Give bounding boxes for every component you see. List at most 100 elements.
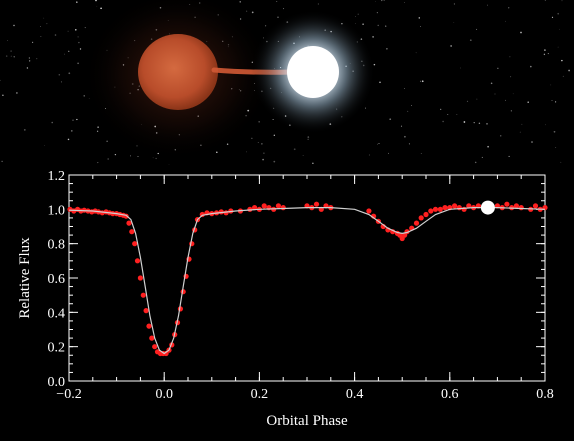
observation-point	[132, 241, 138, 247]
background-star	[273, 134, 275, 136]
background-star	[530, 65, 532, 68]
observation-point	[152, 344, 158, 350]
background-star	[469, 39, 472, 42]
background-star	[365, 107, 367, 109]
observation-point	[275, 203, 281, 209]
background-star	[559, 28, 560, 30]
background-star	[46, 23, 48, 25]
background-star	[420, 26, 421, 27]
background-star	[77, 36, 79, 38]
background-star	[13, 56, 15, 58]
observation-point	[442, 205, 448, 211]
background-star	[453, 22, 455, 23]
background-star	[357, 13, 359, 15]
background-star	[72, 119, 74, 122]
background-star	[362, 23, 364, 26]
x-tick-label: 0.8	[536, 387, 554, 402]
background-star	[500, 135, 502, 137]
model-curve	[68, 207, 546, 355]
background-star	[43, 145, 45, 146]
background-star	[385, 25, 387, 27]
background-star	[10, 55, 12, 57]
x-tick-label: 0.6	[441, 387, 459, 402]
background-star	[497, 67, 499, 69]
background-star	[487, 4, 489, 6]
background-star	[251, 137, 253, 139]
background-star	[544, 0, 546, 1]
background-star	[96, 130, 99, 132]
background-star	[568, 69, 570, 72]
background-star	[440, 108, 442, 110]
background-star	[68, 50, 70, 52]
background-star	[67, 30, 69, 32]
background-star	[76, 118, 78, 121]
background-star	[415, 52, 417, 54]
background-star	[378, 143, 380, 144]
background-star	[152, 157, 154, 159]
observation-point	[146, 323, 152, 329]
background-star	[258, 121, 260, 123]
background-star	[450, 45, 452, 47]
background-star	[418, 17, 421, 19]
observation-point	[532, 203, 539, 209]
background-star	[519, 131, 521, 133]
background-star	[97, 126, 99, 128]
background-star	[486, 123, 488, 125]
background-star	[312, 162, 314, 164]
y-tick-label: 0.6	[48, 272, 66, 287]
background-star	[481, 156, 483, 158]
background-star	[84, 27, 86, 29]
background-star	[36, 58, 38, 60]
background-star	[521, 123, 523, 125]
background-star	[58, 74, 61, 76]
background-star	[7, 40, 9, 41]
observation-point	[413, 220, 420, 226]
background-star	[16, 92, 18, 94]
background-star	[505, 20, 506, 22]
observation-point	[126, 220, 132, 226]
y-tick-label: 1.2	[48, 169, 66, 184]
background-star	[544, 49, 546, 51]
background-star	[404, 2, 405, 3]
background-star	[70, 130, 73, 132]
background-star	[561, 59, 563, 62]
observation-point	[252, 205, 258, 211]
background-star	[381, 0, 383, 2]
observation-point	[140, 292, 146, 298]
background-star	[355, 16, 356, 17]
background-star	[408, 143, 410, 145]
observation-point	[513, 203, 520, 209]
background-star	[545, 124, 546, 126]
background-star	[273, 160, 276, 163]
background-star	[1, 160, 3, 163]
background-star	[551, 16, 554, 18]
background-star	[557, 12, 559, 15]
background-star	[421, 80, 424, 83]
observation-point	[261, 203, 267, 209]
background-star	[307, 136, 310, 138]
light-curve-chart: −0.2 0.0 0.2 0.4 0.6 0.8 0.00.20.40.60.81.01.…	[17, 169, 554, 429]
background-star	[386, 48, 388, 50]
background-star	[420, 153, 422, 155]
background-star	[51, 121, 53, 124]
background-star	[10, 50, 12, 52]
y-axis-label: Relative Flux	[17, 237, 33, 319]
background-star	[460, 67, 462, 69]
background-star	[137, 156, 139, 157]
observation-point	[456, 205, 462, 211]
background-star	[555, 101, 557, 103]
hot-companion-star	[287, 46, 339, 98]
background-star	[261, 143, 263, 145]
observation-point	[149, 335, 155, 341]
observation-point	[280, 205, 286, 211]
x-tick-label: −0.2	[56, 387, 81, 402]
background-star	[29, 60, 31, 62]
background-star	[456, 113, 458, 115]
x-tick-labels: −0.2 0.0 0.2 0.4 0.6 0.8	[56, 387, 553, 402]
background-star	[114, 153, 117, 156]
background-star	[251, 11, 254, 14]
background-star	[562, 75, 564, 77]
observation-point	[428, 208, 434, 214]
background-star	[389, 118, 392, 121]
y-tick-label: 0.0	[48, 375, 66, 390]
